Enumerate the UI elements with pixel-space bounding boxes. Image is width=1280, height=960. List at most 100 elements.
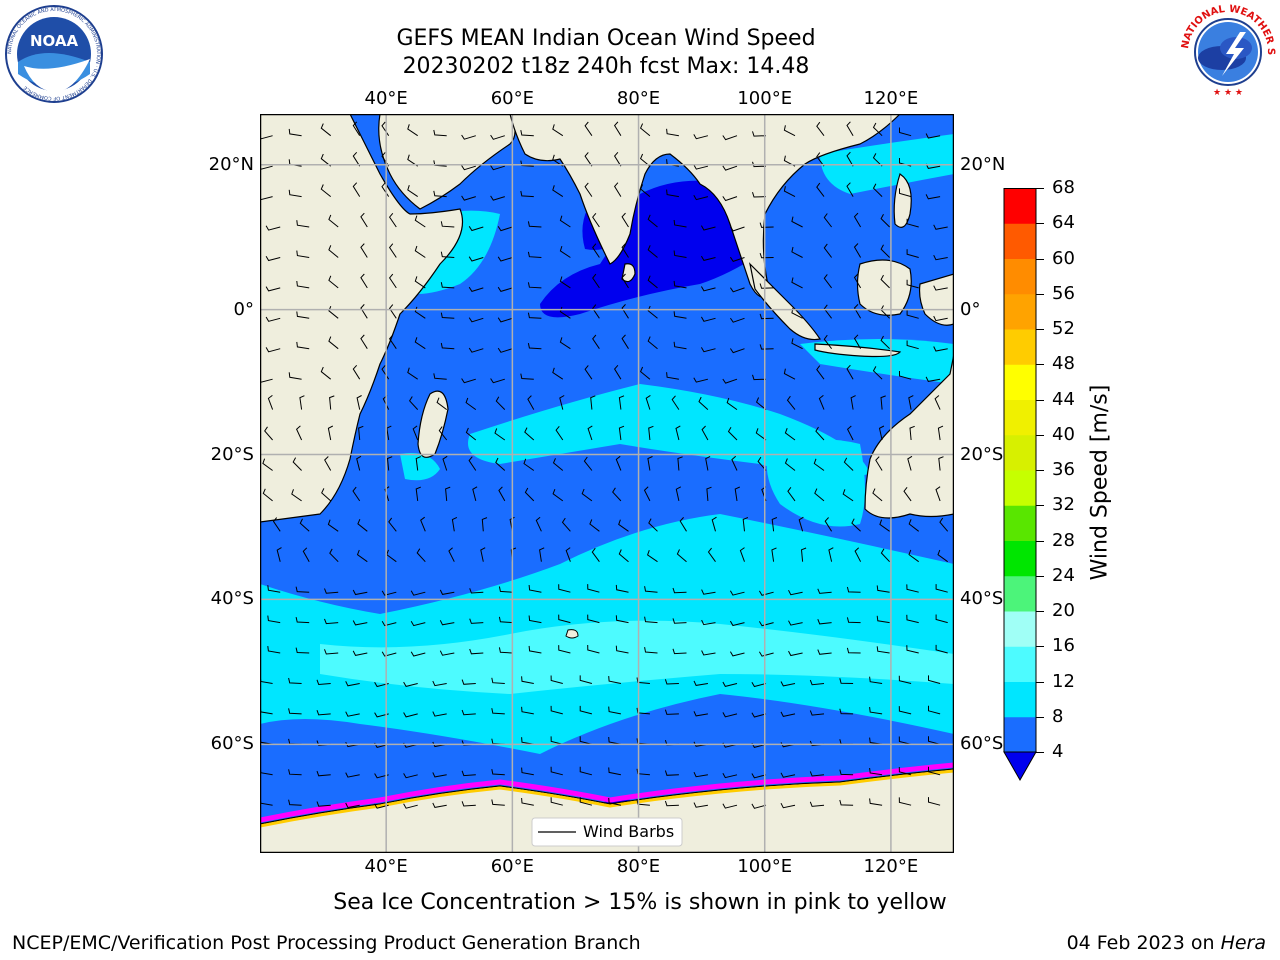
wind-barb: [358, 425, 364, 441]
noaa-logo-text: NOAA: [30, 32, 79, 50]
wind-barb: [846, 121, 854, 136]
wind-barb: [520, 160, 534, 167]
wind-barb: [403, 712, 418, 718]
wind-barb: [539, 547, 545, 562]
wind-barb: [647, 214, 658, 228]
wind-barb: [666, 128, 679, 137]
wind-barb: [880, 548, 890, 563]
chart-title: GEFS MEAN Indian Ocean Wind Speed: [396, 26, 816, 51]
wind-barb: [907, 455, 913, 471]
wind-barb: [729, 620, 745, 627]
wind-barb: [876, 646, 890, 654]
wind-barb: [472, 486, 478, 502]
wind-barb: [439, 650, 455, 656]
lat-tick-label-right: 20°S: [960, 443, 1004, 465]
lat-tick-label-right: 20°N: [960, 153, 1006, 175]
wind-barb: [442, 455, 448, 471]
wind-barb: [701, 589, 716, 595]
wind-barb: [590, 395, 596, 410]
wind-barb: [558, 614, 571, 624]
wind-barb: [906, 310, 919, 319]
wind-barb: [440, 312, 455, 319]
wind-barb: [939, 517, 949, 532]
svg-text:★ ★ ★: ★ ★ ★: [1213, 88, 1243, 98]
wind-barb: [846, 151, 854, 167]
wind-barb: [296, 341, 310, 350]
colorbar-tick-mark: [1036, 470, 1044, 471]
colorbar-tick-label: 32: [1052, 494, 1075, 516]
lon-tick-label-bottom: 80°E: [616, 856, 661, 877]
wind-barb: [791, 277, 803, 289]
wind-barb: [613, 121, 622, 136]
wind-barb: [587, 425, 593, 441]
wind-barb: [461, 679, 476, 685]
wind-barb: [752, 131, 767, 137]
wind-barb: [360, 334, 368, 349]
wind-barb: [608, 706, 621, 715]
wind-barb: [613, 182, 622, 197]
wind-barb: [410, 621, 426, 627]
wind-barb: [288, 769, 302, 776]
wind-barb: [581, 488, 593, 502]
wind-barb: [899, 371, 912, 380]
wind-barb: [296, 280, 310, 289]
wind-barb: [742, 517, 749, 532]
wind-barb: [587, 614, 600, 624]
wind-barb: [552, 185, 564, 198]
wind-barb: [814, 488, 825, 502]
wind-barb: [608, 736, 621, 745]
wind-barb: [587, 644, 600, 654]
wind-barb: [664, 770, 679, 776]
wind-barb: [468, 347, 484, 353]
land-africa: [260, 114, 464, 523]
wind-barb: [935, 486, 941, 502]
land-antarctica: [260, 768, 954, 853]
colorbar-bin: [1004, 716, 1036, 753]
wind-barb: [933, 315, 948, 322]
colorbar-tick-mark: [1036, 505, 1044, 507]
wind-barb: [558, 645, 571, 654]
wind-barb: [621, 243, 629, 258]
wind-barb: [729, 590, 745, 596]
wind-barbs-layer: [260, 121, 949, 809]
sea-ice-inner: [260, 769, 954, 828]
wind-barb: [559, 395, 565, 410]
wind-barb: [809, 801, 825, 807]
wind-barb: [403, 803, 418, 809]
wind-barb: [666, 189, 679, 198]
wind-barb: [906, 614, 919, 624]
wind-barb: [729, 256, 745, 262]
wind-barb: [414, 337, 426, 350]
wind-barb: [729, 348, 745, 354]
colorbar-tick-label: 68: [1052, 177, 1075, 198]
wind-barb: [432, 680, 447, 687]
wind-barb: [780, 711, 796, 717]
wind-barb: [693, 680, 708, 686]
wind-barb: [461, 801, 476, 807]
wind-barb: [535, 516, 542, 532]
wind-barb: [817, 649, 832, 655]
wind-barb: [787, 487, 796, 502]
wind-barb: [267, 585, 281, 593]
colorbar-bin: [1004, 575, 1036, 612]
wind-barb: [854, 547, 862, 562]
wind-barb: [328, 214, 339, 228]
colorbar-tick-label: 44: [1052, 388, 1075, 410]
wind-barb: [262, 458, 273, 471]
wind-barb: [647, 245, 658, 258]
wind-barb: [752, 374, 767, 381]
wind-barb: [875, 456, 883, 471]
wind-barb: [381, 590, 397, 596]
wind-barb: [869, 707, 883, 715]
wind-barb: [559, 245, 571, 258]
wind-barb: [288, 189, 302, 198]
colorbar-tick-mark: [1036, 434, 1044, 436]
wind-barb: [527, 221, 542, 228]
wind-barb: [872, 122, 883, 137]
wind-barb: [296, 250, 310, 258]
wind-barb: [727, 426, 738, 441]
wind-barb: [352, 589, 368, 596]
wind-barb: [872, 153, 883, 167]
land-sulawesi-papua: [918, 273, 954, 326]
wind-barb: [498, 486, 506, 502]
